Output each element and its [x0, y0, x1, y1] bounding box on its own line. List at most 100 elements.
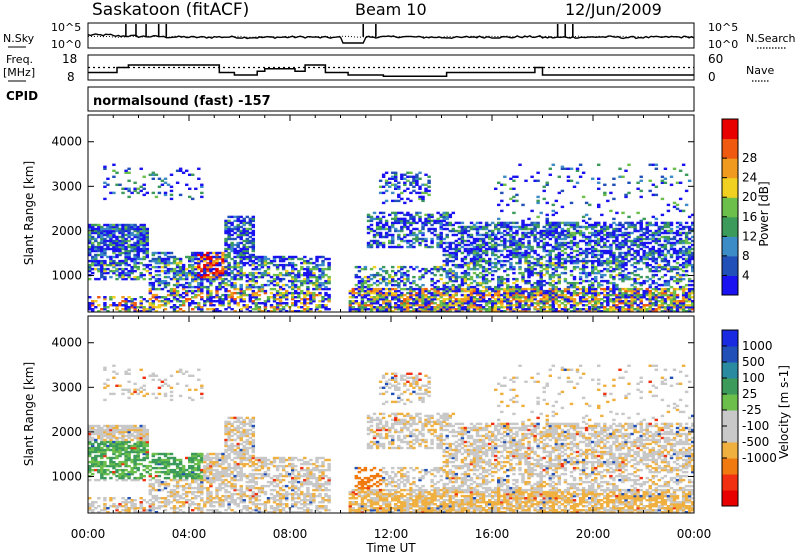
range-cell — [384, 310, 389, 313]
range-cell — [400, 219, 404, 223]
range-cell — [112, 239, 116, 243]
range-cell — [272, 263, 277, 267]
range-cell — [645, 263, 649, 267]
range-cell — [563, 257, 568, 261]
range-cell — [551, 296, 556, 299]
range-cell — [427, 213, 431, 217]
range-cell — [172, 261, 177, 265]
range-cell — [460, 227, 465, 231]
range-cell — [663, 257, 668, 261]
range-cell — [500, 298, 504, 301]
range-cell — [100, 259, 104, 263]
range-cell — [666, 293, 671, 297]
range-cell — [639, 308, 643, 311]
range-cell — [178, 283, 183, 287]
range-cell — [472, 265, 477, 269]
range-cell — [463, 249, 468, 253]
range-cell — [251, 241, 256, 245]
range-cell — [421, 289, 425, 293]
range-cell — [172, 308, 177, 311]
range-cell — [533, 263, 537, 267]
range-cell — [397, 217, 401, 221]
range-cell — [127, 310, 131, 313]
range-cell — [400, 229, 404, 233]
range-cell — [569, 225, 574, 229]
range-cell — [130, 306, 134, 309]
range-cell — [272, 273, 277, 277]
range-cell — [412, 289, 416, 293]
range-cell — [654, 229, 659, 233]
range-cell — [469, 310, 474, 313]
range-cell — [575, 245, 580, 249]
range-cell — [160, 259, 165, 263]
range-cell — [554, 265, 559, 269]
range-cell — [591, 239, 595, 243]
range-cell — [251, 277, 256, 281]
range-cell — [200, 285, 204, 289]
range-cell — [391, 265, 395, 269]
range-cell — [166, 263, 171, 267]
range-cell — [527, 269, 531, 273]
range-cell — [388, 281, 392, 285]
range-cell — [418, 291, 422, 295]
range-cell — [527, 255, 531, 259]
range-cell — [178, 296, 183, 299]
range-cell — [524, 298, 528, 301]
range-cell — [275, 255, 280, 259]
range-cell — [436, 289, 440, 293]
range-cell — [188, 173, 192, 177]
range-cell — [494, 233, 498, 237]
range-cell — [133, 304, 137, 307]
range-cell — [251, 225, 256, 229]
range-cell — [266, 265, 271, 269]
range-cell — [239, 253, 243, 257]
range-cell — [454, 310, 459, 313]
range-cell — [478, 243, 483, 247]
range-cell — [124, 227, 128, 231]
range-cell — [297, 300, 301, 303]
range-cell — [272, 287, 277, 291]
range-cell — [151, 293, 156, 297]
range-cell — [557, 261, 562, 265]
range-cell — [185, 277, 189, 281]
range-cell — [675, 231, 680, 235]
range-cell — [672, 237, 677, 241]
range-cell — [109, 223, 113, 227]
range-cell — [554, 229, 559, 233]
range-cell — [475, 308, 480, 311]
range-cell — [660, 300, 665, 303]
range-cell — [506, 221, 510, 225]
range-cell — [394, 308, 398, 311]
range-cell — [354, 265, 359, 269]
range-cell — [624, 291, 628, 295]
range-cell — [397, 211, 401, 215]
range-cell — [539, 233, 543, 237]
range-cell — [475, 275, 480, 279]
range-cell — [381, 235, 386, 239]
range-cell — [569, 304, 574, 307]
range-cell — [106, 247, 110, 251]
range-cell — [151, 300, 156, 303]
range-cell — [421, 296, 425, 299]
range-cell — [454, 265, 459, 269]
range-cell — [172, 267, 177, 271]
range-cell — [524, 261, 528, 265]
range-cell — [469, 302, 474, 305]
range-cell — [663, 300, 668, 303]
range-cell — [500, 223, 504, 227]
range-cell — [627, 225, 631, 229]
range-cell — [145, 265, 150, 269]
range-cell — [609, 298, 613, 301]
range-cell — [130, 267, 134, 271]
range-cell — [460, 233, 465, 237]
range-cell — [109, 227, 113, 231]
range-cell — [424, 308, 428, 311]
range-cell — [581, 289, 586, 293]
range-cell — [191, 271, 195, 275]
range-cell — [636, 181, 640, 185]
range-cell — [581, 225, 586, 229]
range-cell — [536, 259, 540, 263]
range-cell — [488, 300, 492, 303]
range-cell — [100, 235, 104, 239]
